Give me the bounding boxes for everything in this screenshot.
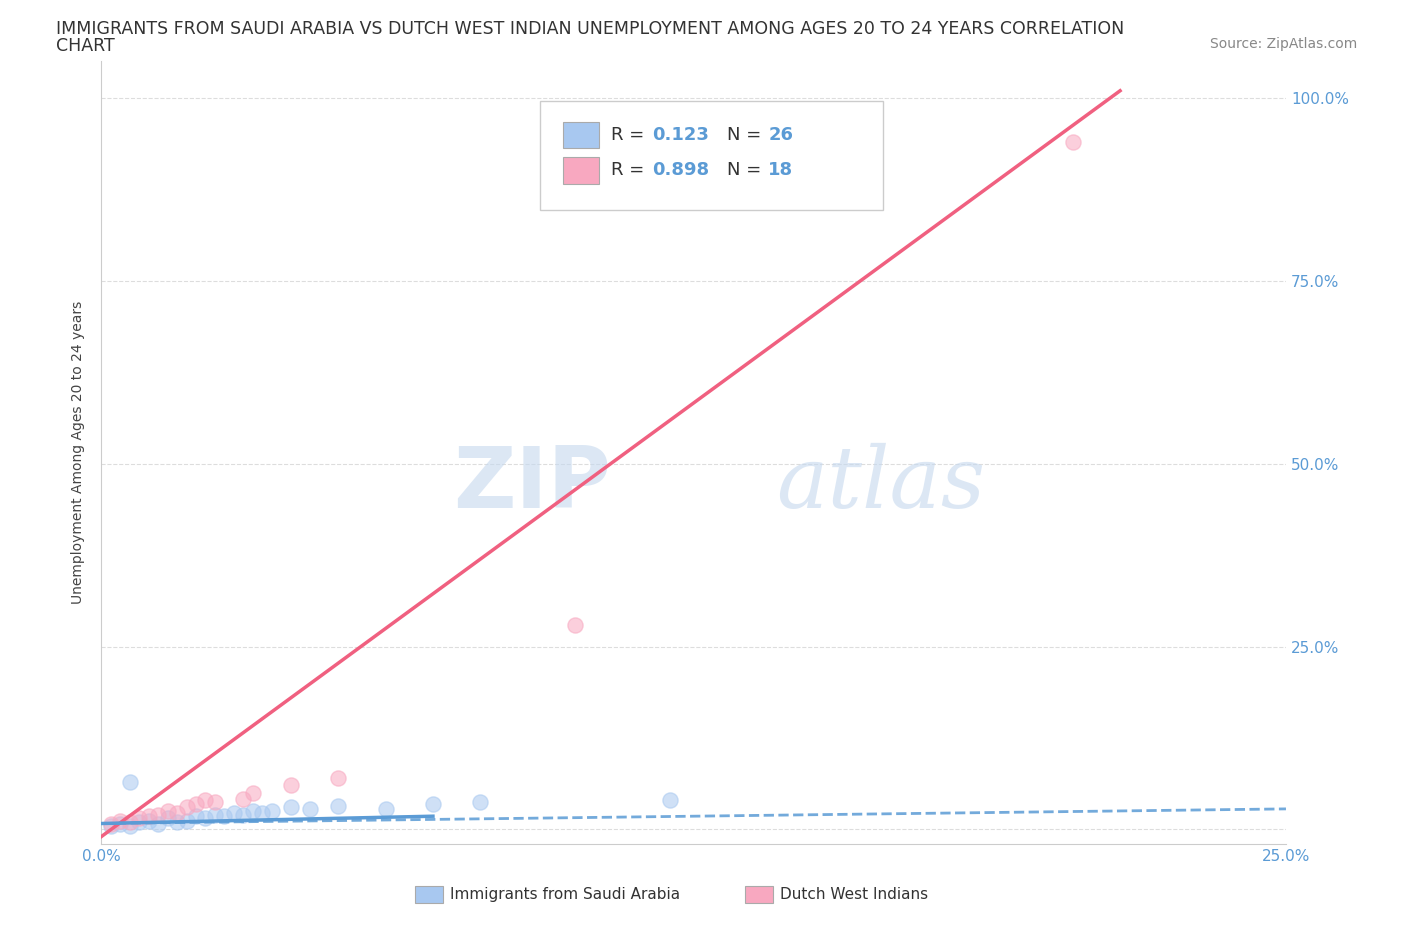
Point [138, 813, 160, 828]
Point [176, 800, 198, 815]
Point [374, 802, 396, 817]
FancyBboxPatch shape [564, 122, 599, 149]
Point [166, 805, 188, 820]
Point [100, 818, 122, 833]
Point [204, 807, 226, 822]
Text: 0.123: 0.123 [652, 126, 709, 144]
Point [470, 794, 492, 809]
Point [422, 796, 444, 811]
Point [260, 804, 283, 818]
Point [108, 813, 131, 828]
Point [146, 807, 169, 822]
Text: N =: N = [727, 161, 766, 179]
Point [194, 792, 217, 807]
Point [232, 807, 254, 822]
FancyBboxPatch shape [540, 100, 883, 210]
Text: R =: R = [610, 161, 650, 179]
Point [100, 816, 122, 830]
Text: ZIP: ZIP [453, 443, 610, 525]
Point [658, 792, 681, 807]
Point [146, 816, 169, 830]
Point [184, 796, 207, 811]
Point [222, 805, 245, 820]
Point [214, 809, 236, 824]
Point [232, 791, 254, 806]
Text: CHART: CHART [56, 37, 115, 55]
Point [184, 809, 207, 824]
Text: Immigrants from Saudi Arabia: Immigrants from Saudi Arabia [450, 887, 681, 902]
Text: Source: ZipAtlas.com: Source: ZipAtlas.com [1209, 37, 1357, 51]
Point [156, 804, 179, 818]
Point [242, 785, 264, 800]
Point [328, 771, 350, 786]
Point [128, 815, 150, 830]
Point [128, 811, 150, 826]
Point [138, 809, 160, 824]
Point [298, 802, 321, 817]
Text: Dutch West Indians: Dutch West Indians [780, 887, 928, 902]
Text: 18: 18 [768, 161, 793, 179]
Point [204, 794, 226, 809]
Point [156, 811, 179, 826]
Point [176, 813, 198, 828]
Point [280, 800, 302, 815]
Text: 26: 26 [768, 126, 793, 144]
Text: R =: R = [610, 126, 650, 144]
Point [118, 818, 141, 833]
Point [118, 775, 141, 790]
Point [1062, 135, 1084, 150]
Point [252, 805, 274, 820]
Point [118, 815, 141, 830]
Point [564, 618, 586, 632]
Y-axis label: Unemployment Among Ages 20 to 24 years: Unemployment Among Ages 20 to 24 years [72, 301, 86, 604]
Point [242, 804, 264, 818]
Text: 0.898: 0.898 [652, 161, 709, 179]
Text: N =: N = [727, 126, 766, 144]
Text: IMMIGRANTS FROM SAUDI ARABIA VS DUTCH WEST INDIAN UNEMPLOYMENT AMONG AGES 20 TO : IMMIGRANTS FROM SAUDI ARABIA VS DUTCH WE… [56, 20, 1125, 38]
Text: atlas: atlas [776, 443, 986, 525]
Point [166, 815, 188, 830]
Point [280, 778, 302, 793]
Point [194, 811, 217, 826]
Point [108, 816, 131, 830]
FancyBboxPatch shape [564, 157, 599, 183]
Point [328, 799, 350, 814]
